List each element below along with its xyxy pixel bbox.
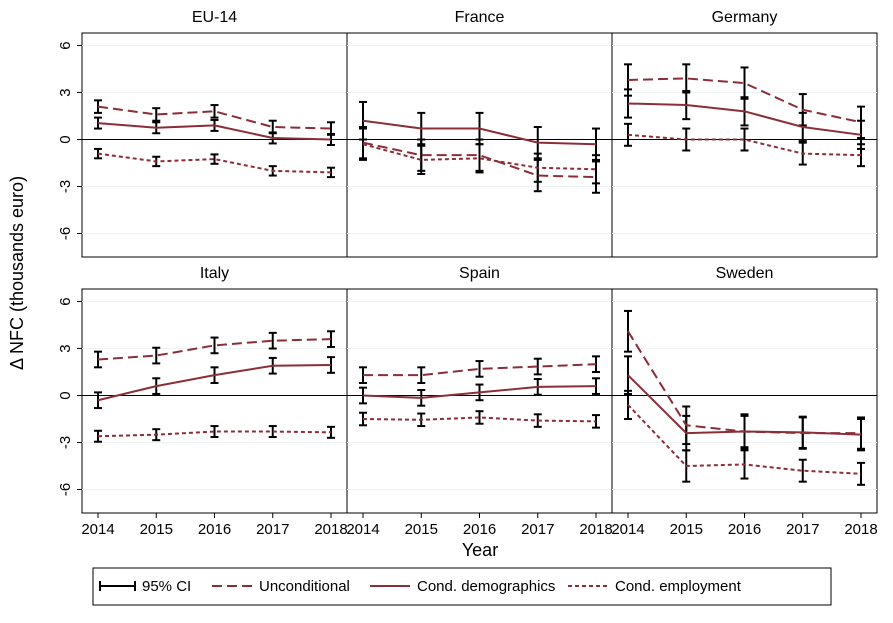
x-tick-label: 2018	[579, 521, 612, 538]
ci-bar	[210, 336, 219, 355]
x-tick-label: 2014	[81, 521, 114, 538]
y-tick-label: -3	[57, 436, 74, 449]
x-tick-label: 2018	[844, 521, 877, 538]
y-tick-label: 3	[57, 344, 74, 352]
series-line	[362, 119, 597, 146]
x-tick-label: 2017	[521, 521, 554, 538]
legend-box	[92, 567, 832, 606]
series-line	[362, 385, 597, 399]
x-tick-label: 2015	[140, 521, 173, 538]
panel-title: EU-14	[192, 9, 237, 26]
ci-bar	[417, 366, 426, 384]
series-line	[627, 77, 862, 124]
y-tick-label: 3	[57, 88, 74, 96]
ci-bar	[533, 413, 542, 428]
legend-label: Unconditional	[259, 578, 350, 595]
series-line	[97, 430, 332, 438]
panel-title: Spain	[459, 265, 500, 282]
y-tick-label: -6	[57, 227, 74, 240]
series-line	[97, 338, 332, 361]
ci-bar	[417, 144, 426, 175]
series-line	[363, 363, 597, 377]
panel-frame	[81, 32, 348, 258]
panel-title: Italy	[200, 265, 229, 282]
y-tick-label: 0	[57, 391, 74, 399]
panel-title: France	[455, 9, 505, 26]
ci-bar	[210, 425, 219, 439]
ci-bar	[152, 107, 161, 122]
series-line	[627, 102, 862, 136]
series-line	[97, 122, 332, 141]
series-line	[97, 105, 332, 130]
series-line	[627, 374, 862, 436]
legend-label: Cond. employment	[615, 578, 742, 595]
ci-bar	[268, 331, 277, 350]
series-line	[627, 404, 862, 475]
ci-bar	[592, 355, 600, 374]
legend-label: 95% CI	[142, 578, 191, 595]
x-tick-label: 2014	[611, 521, 644, 538]
y-axis-title: Δ NFC (thousands euro)	[7, 176, 27, 370]
legend-label: Cond. demographics	[417, 578, 555, 595]
y-tick-label: 6	[57, 297, 74, 305]
panel-frame	[81, 288, 348, 514]
ci-bar	[533, 357, 542, 376]
ci-bar	[327, 166, 335, 179]
x-axis-title: Year	[462, 540, 498, 560]
ci-bar	[210, 104, 219, 119]
x-tick-label: 2016	[198, 521, 231, 538]
ci-bar	[210, 153, 219, 165]
y-tick-label: -6	[57, 483, 74, 496]
x-tick-label: 2015	[670, 521, 703, 538]
ci-bar	[592, 154, 600, 185]
ci-bar	[798, 458, 807, 483]
y-tick-label: 0	[57, 135, 74, 143]
ci-bar	[740, 127, 749, 152]
series-line	[362, 141, 597, 179]
panel-title: Germany	[712, 9, 778, 26]
y-tick-label: -3	[57, 180, 74, 193]
x-tick-label: 2016	[728, 521, 761, 538]
y-tick-label: 6	[57, 41, 74, 49]
ci-bar	[268, 425, 277, 439]
ci-bar	[475, 410, 484, 425]
series-line	[627, 133, 862, 157]
ci-bar	[475, 360, 484, 378]
x-tick-label: 2018	[314, 521, 347, 538]
panel-title: Sweden	[716, 265, 774, 282]
series-line	[97, 363, 332, 402]
x-tick-label: 2014	[346, 521, 379, 538]
ci-bar	[475, 143, 484, 174]
ci-bar	[327, 330, 335, 348]
x-tick-label: 2017	[786, 521, 819, 538]
x-tick-label: 2017	[256, 521, 289, 538]
x-tick-label: 2016	[463, 521, 496, 538]
x-tick-label: 2015	[405, 521, 438, 538]
series-line	[362, 143, 597, 171]
series-line	[362, 416, 597, 423]
ci-bar	[152, 346, 161, 365]
ci-bar	[359, 386, 367, 405]
